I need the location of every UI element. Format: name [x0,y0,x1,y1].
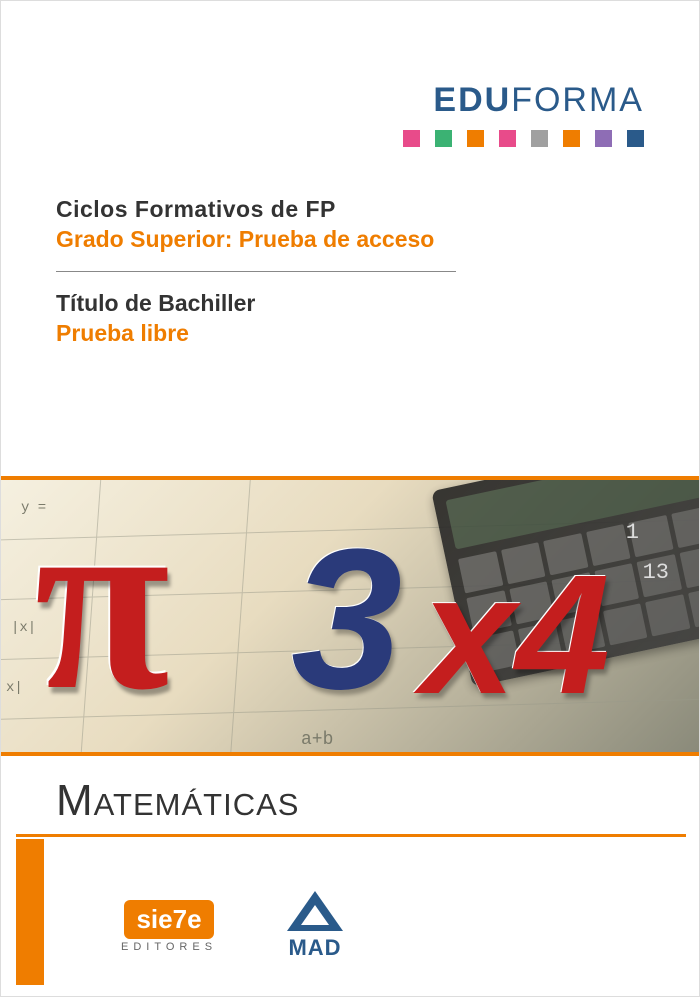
logo-mad: MAD [287,891,343,961]
brand-block: EDUFORMA [403,81,644,147]
publisher-logos: sie7e EDITORES MAD [121,891,343,961]
square-3 [499,130,516,147]
calc-btn [671,506,699,549]
chalk-formula-2: x| [6,680,23,696]
square-7 [627,130,644,147]
subject-block: Matemáticas [1,776,699,837]
square-5 [563,130,580,147]
title-line4: Prueba libre [56,320,456,347]
siete-subtitle: EDITORES [121,941,217,953]
square-1 [435,130,452,147]
three-digit: 3 [291,520,402,720]
brand-squares [403,130,644,147]
calc-num-1: 13 [643,560,669,585]
title-line2: Grado Superior: Prueba de acceso [56,226,456,253]
title-line3: Título de Bachiller [56,290,456,317]
pi-symbol: π [35,476,170,730]
title-line1: Ciclos Formativos de FP [56,196,456,223]
subject-label: Matemáticas [56,776,699,826]
logo-siete: sie7e EDITORES [121,900,217,953]
square-6 [595,130,612,147]
chalk-formula-5: a+b [301,730,333,750]
calc-btn [679,545,699,588]
mad-text: MAD [288,935,341,961]
brand-bold: EDU [433,81,511,119]
square-2 [467,130,484,147]
square-0 [403,130,420,147]
calc-btn [645,594,690,637]
square-4 [531,130,548,147]
subject-underline [16,834,686,837]
chalk-formula-1: |x| [11,620,36,636]
hero-inner: y = |x| x| a+b 1 13 π 3 x4 [1,480,699,752]
siete-mark: sie7e [124,900,213,939]
mad-triangle-icon [287,891,343,931]
brand-name: EDUFORMA [403,81,644,120]
calc-btn [687,585,699,628]
brand-light: FORMA [511,81,644,119]
book-cover: EDUFORMA Ciclos Formativos de FP Grado S… [0,0,700,997]
accent-vertical-bar [16,839,44,985]
title-divider [56,271,456,272]
hero-image: y = |x| x| a+b 1 13 π 3 x4 [1,476,699,756]
x4-text: x4 [421,550,610,720]
calc-num-0: 1 [626,520,639,545]
title-block: Ciclos Formativos de FP Grado Superior: … [56,196,456,347]
